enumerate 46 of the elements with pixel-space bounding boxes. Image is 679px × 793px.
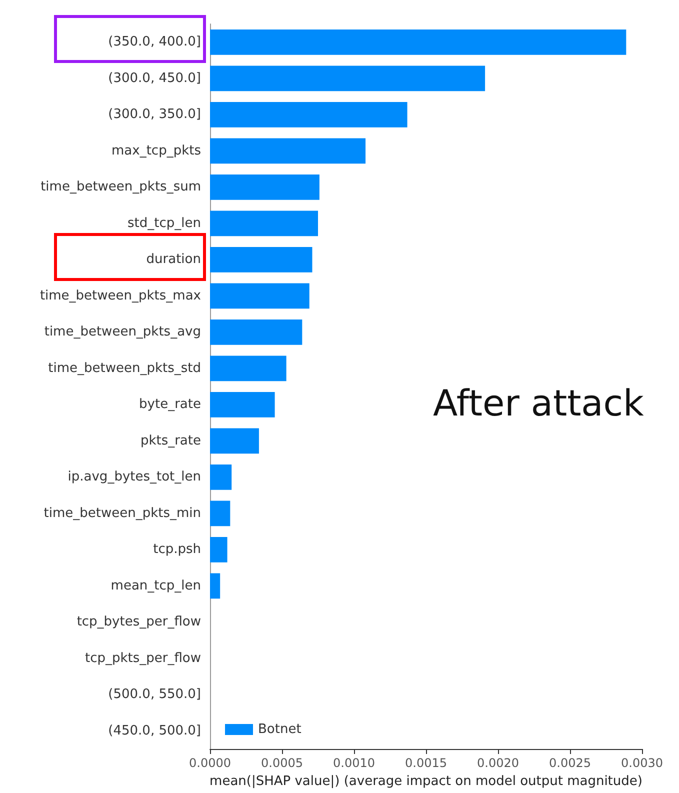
y-tick-label: std_tcp_len (128, 216, 201, 231)
x-tick-label: 0.0010 (333, 756, 375, 770)
y-tick-label: (350.0, 400.0] (108, 34, 201, 50)
y-tick-label: tcp_bytes_per_flow (76, 614, 202, 630)
y-tick-label: time_between_pkts_sum (40, 180, 201, 195)
y-tick-label: (500.0, 550.0] (108, 687, 201, 702)
x-tick-label: 0.0000 (189, 756, 231, 770)
x-tick-label: 0.0015 (405, 756, 447, 770)
y-tick-label: (300.0, 450.0] (108, 70, 201, 86)
bar (210, 428, 259, 454)
y-tick-label: mean_tcp_len (110, 578, 201, 594)
y-tick-label: byte_rate (139, 397, 201, 412)
bar (210, 464, 232, 490)
x-tick-label: 0.0020 (477, 756, 519, 770)
y-tick-label: max_tcp_pkts (112, 143, 202, 158)
y-tick-label: tcp.psh (153, 542, 201, 558)
y-tick-label: pkts_rate (140, 433, 201, 448)
bar (210, 319, 302, 345)
bar (210, 174, 320, 200)
bar (210, 392, 275, 418)
bar (210, 500, 230, 526)
legend-label: Botnet (258, 722, 302, 737)
y-tick-label: time_between_pkts_std (48, 360, 201, 376)
bar (210, 102, 408, 128)
bar (210, 66, 486, 92)
bar (210, 246, 312, 272)
bar (210, 573, 220, 599)
y-tick-label: duration (146, 252, 201, 268)
y-tick-label: (450.0, 500.0] (108, 723, 201, 738)
bar (210, 283, 310, 309)
x-axis-title: mean(|SHAP value|) (average impact on model output magnitude) (210, 774, 642, 789)
bar (210, 29, 626, 55)
bar (210, 536, 228, 562)
y-tick-label: ip.avg_bytes_tot_len (68, 470, 201, 485)
y-tick-label: time_between_pkts_max (40, 288, 202, 304)
x-tick-label: 0.0030 (621, 756, 663, 770)
bar (210, 138, 366, 164)
bar (210, 210, 318, 236)
bar (210, 356, 286, 382)
y-tick-label: tcp_pkts_per_flow (84, 650, 202, 666)
x-tick-label: 0.0025 (549, 756, 591, 770)
y-tick-label: (300.0, 350.0] (108, 107, 201, 122)
y-tick-label: time_between_pkts_avg (44, 324, 201, 340)
x-tick-label: 0.0005 (261, 756, 303, 770)
annotation: After attack (433, 384, 644, 424)
y-tick-label: time_between_pkts_min (44, 506, 201, 521)
